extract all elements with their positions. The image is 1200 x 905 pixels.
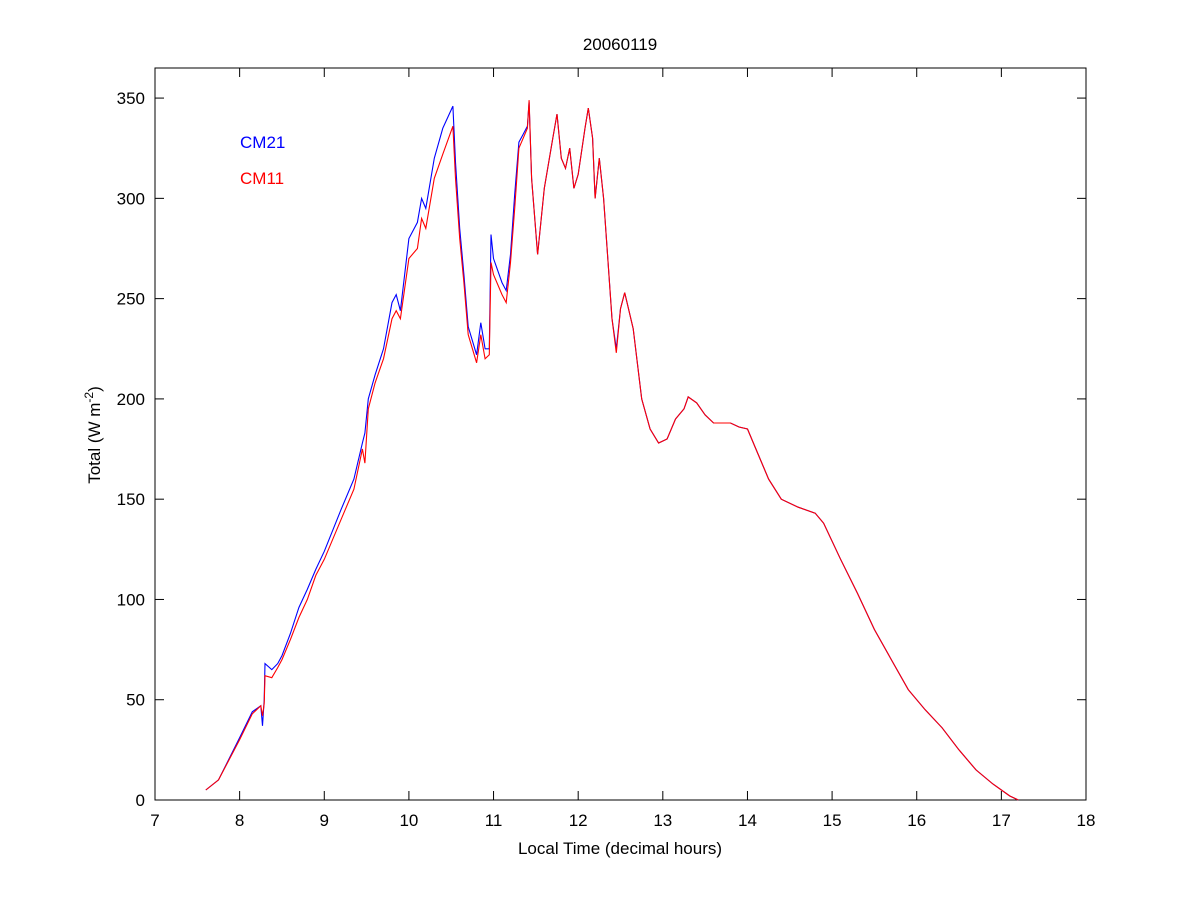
- legend-entry-cm21: CM21: [240, 133, 285, 152]
- x-axis: 7 8 9 10 11 12 13 14 15 16 17 18: [150, 68, 1095, 830]
- x-tick-label: 18: [1077, 811, 1096, 830]
- series-lines: [205, 100, 1019, 801]
- x-tick-label: 13: [653, 811, 672, 830]
- y-tick-label: 350: [117, 89, 145, 108]
- x-tick-label: 9: [320, 811, 329, 830]
- plot-area: [154, 67, 1087, 801]
- y-tick-label: 100: [117, 590, 145, 609]
- y-tick-label: 300: [117, 189, 145, 208]
- legend-entry-cm11: CM11: [240, 169, 284, 188]
- x-tick-label: 8: [235, 811, 244, 830]
- y-axis-label: Total (W m-2): [82, 386, 104, 484]
- y-tick-label: 50: [126, 691, 145, 710]
- x-tick-label: 10: [399, 811, 418, 830]
- y-axis: 0 50 100 150 200 250 300 350: [117, 89, 1086, 810]
- y-tick-label: 150: [117, 490, 145, 509]
- y-tick-label: 250: [117, 290, 145, 309]
- x-tick-label: 16: [907, 811, 926, 830]
- x-tick-label: 17: [992, 811, 1011, 830]
- x-axis-label: Local Time (decimal hours): [518, 839, 722, 858]
- x-tick-label: 11: [485, 811, 503, 830]
- x-tick-label: 7: [150, 811, 159, 830]
- x-tick-label: 14: [738, 811, 757, 830]
- chart-title: 20060119: [583, 35, 657, 54]
- y-tick-label: 200: [117, 390, 145, 409]
- x-tick-label: 15: [823, 811, 842, 830]
- series-line-cm11: [205, 100, 1019, 801]
- y-tick-label: 0: [136, 791, 145, 810]
- x-tick-label: 12: [569, 811, 588, 830]
